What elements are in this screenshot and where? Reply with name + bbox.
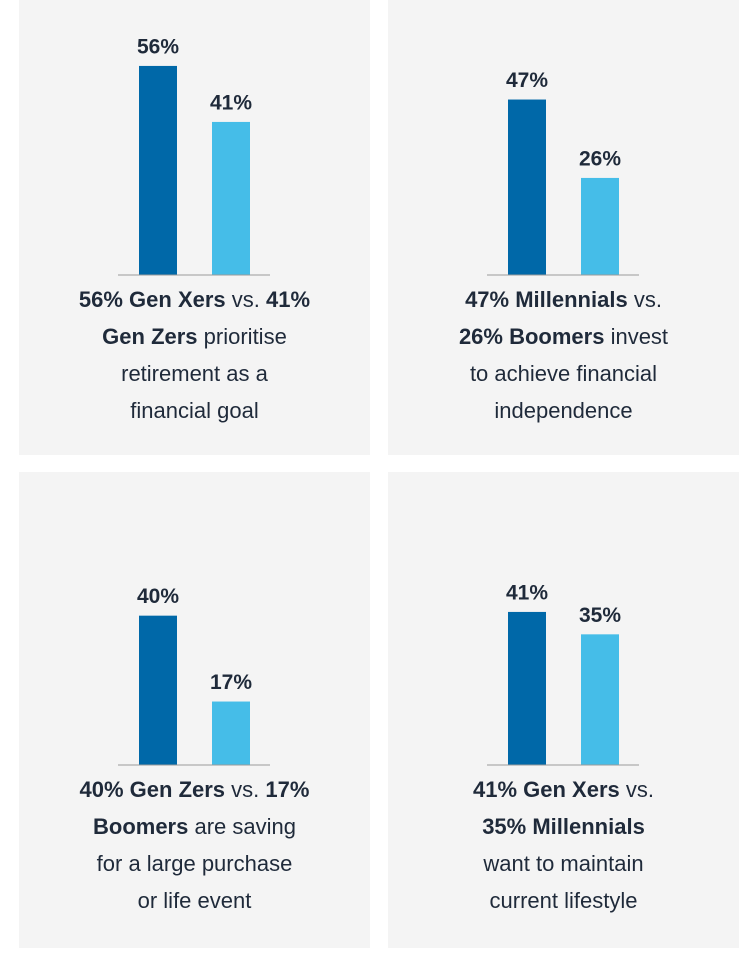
bar [212,121,250,275]
caption-text: Boomers [93,814,188,839]
caption-line: to achieve financial [470,361,657,386]
caption-text: vs. [231,777,259,802]
caption-text: retirement as a [121,361,268,386]
caption-line: 47% Millennials vs. [465,287,662,312]
caption-text: 17% [265,777,309,802]
bar [508,99,546,276]
caption-text: 26% Boomers [459,324,605,349]
caption-text: 35% Millennials [482,814,645,839]
panel-background [19,0,370,455]
panel-background [388,0,739,455]
value-label: 26% [579,147,621,170]
value-label: 47% [506,69,548,92]
value-label: 41% [506,581,548,604]
caption-text: Gen Zers [102,324,197,349]
caption-text: vs. [232,287,260,312]
caption-text: current lifestyle [490,888,638,913]
caption-line: current lifestyle [490,888,638,913]
caption-line: Boomers are saving [93,814,296,839]
caption-line: 56% Gen Xers vs. 41% [79,287,310,312]
chart-panel: 56%41%56% Gen Xers vs. 41%Gen Zers prior… [19,0,370,455]
caption-text: are saving [194,814,296,839]
caption-text: want to maintain [482,851,643,876]
caption-line: financial goal [130,398,258,423]
caption-text: 41% Gen Xers [473,777,620,802]
caption-text: to achieve financial [470,361,657,386]
value-label: 56% [137,35,179,58]
caption-line: 26% Boomers invest [459,324,668,349]
caption-line: 35% Millennials [482,814,645,839]
caption-text: vs. [634,287,662,312]
chart-panel: 40%17%40% Gen Zers vs. 17%Boomers are sa… [19,472,370,948]
caption-text: vs. [626,777,654,802]
caption-text: for a large purchase [97,851,293,876]
value-label: 40% [137,585,179,608]
panel-background [19,472,370,948]
bar [212,701,250,765]
chart-panel: 41% 35% 41% Gen Xers vs. 35% Millennials wan… [388,472,739,948]
bar [139,65,177,275]
caption-line: for a large purchase [97,851,293,876]
bar [581,634,619,765]
value-label: 41% [210,91,252,114]
caption-text: 47% Millennials [465,287,628,312]
caption-text: or life event [138,888,252,913]
caption-text: 40% Gen Zers [80,777,226,802]
chart-panel: 47% 26% 47% Millennials vs. 26% Boomers inv… [388,0,739,455]
caption-line: or life event [138,888,252,913]
bar [139,615,177,765]
caption-text: independence [494,398,632,423]
caption-text: 56% Gen Xers [79,287,226,312]
bar [508,611,546,765]
caption-line: Gen Zers prioritise [102,324,287,349]
panel-background [388,472,739,948]
caption-line: 41% Gen Xers vs. [473,777,654,802]
caption-text: prioritise [204,324,287,349]
caption-line: 40% Gen Zers vs. 17% [80,777,310,802]
value-label: 17% [210,671,252,694]
caption-text: invest [611,324,668,349]
caption-text: 41% [266,287,310,312]
caption-text: financial goal [130,398,258,423]
caption-line: retirement as a [121,361,268,386]
caption-line: want to maintain [482,851,643,876]
caption-line: independence [494,398,632,423]
value-label: 35% [579,604,621,627]
bar [581,177,619,275]
